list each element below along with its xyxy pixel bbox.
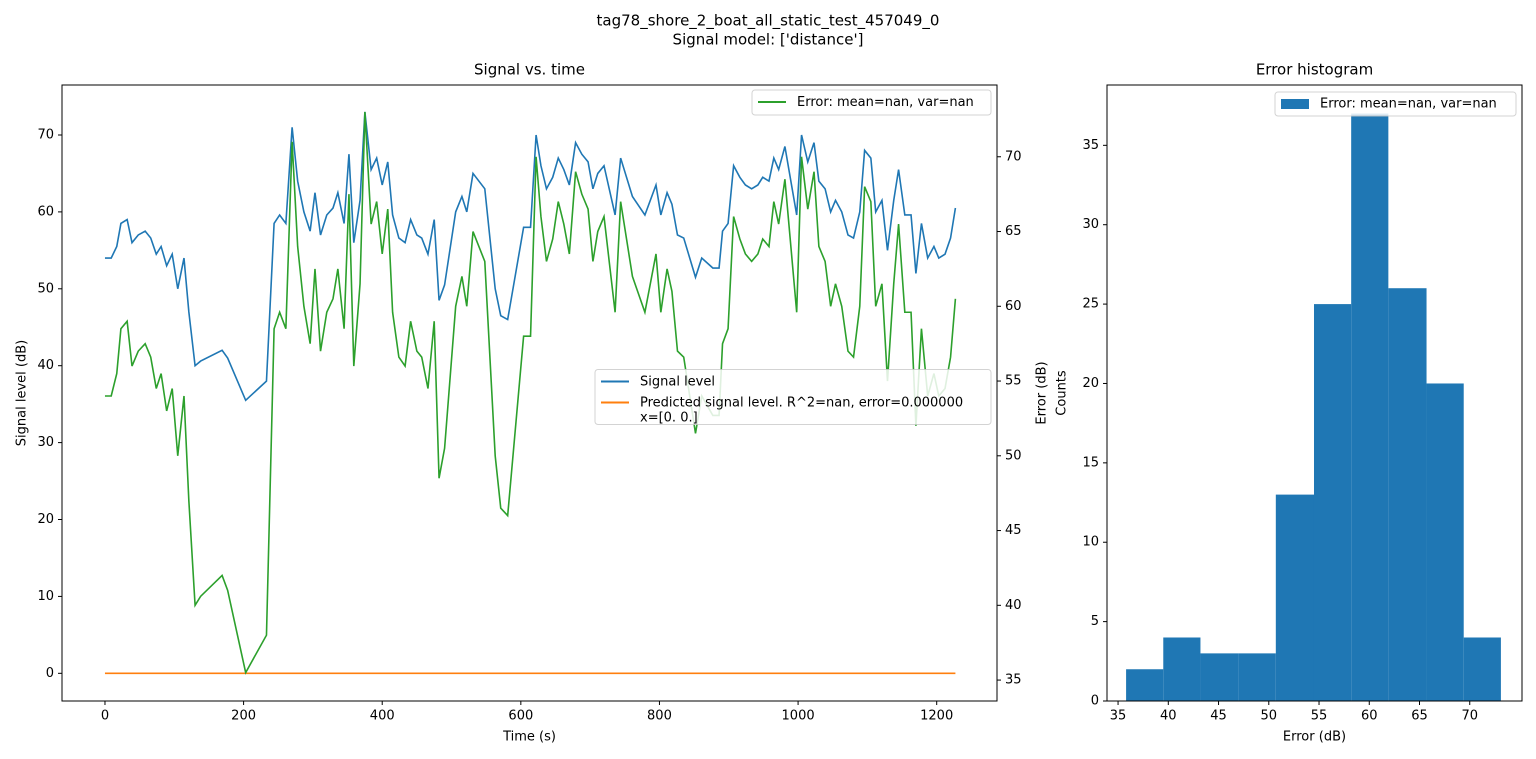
y2-tick-label: 35: [1005, 673, 1022, 688]
y2-tick-label: 55: [1005, 374, 1022, 389]
histogram-bar: [1463, 637, 1501, 701]
y-tick-label: 30: [37, 435, 54, 450]
histogram-bar: [1313, 304, 1352, 701]
chart-title: Signal vs. time: [474, 61, 585, 79]
y-tick-label: 30: [1082, 217, 1099, 232]
y2-tick-label: 50: [1005, 448, 1022, 463]
plot-frame: [1106, 84, 1523, 702]
legend-box: [751, 89, 992, 116]
x-tick-label: 35: [1110, 709, 1127, 724]
y-tick-label: 10: [1082, 535, 1099, 550]
y-tick-label: 60: [37, 204, 54, 219]
y-tick-label: 20: [37, 512, 54, 527]
histogram-bar: [1163, 637, 1201, 701]
x-tick-label: 800: [647, 709, 672, 724]
y-tick-label: 5: [1091, 614, 1099, 629]
y-tick-label: 25: [1082, 297, 1099, 312]
legend-label: Error: mean=nan, var=nan: [1320, 97, 1497, 112]
legend-label: Predicted signal level. R^2=nan, error=0…: [640, 395, 963, 425]
x-tick-label: 1200: [920, 709, 953, 724]
x-tick-label: 400: [370, 709, 395, 724]
x-tick-label: 55: [1311, 709, 1328, 724]
x-tick-label: 600: [508, 709, 533, 724]
x-tick-label: 45: [1210, 709, 1227, 724]
y2-tick-label: 60: [1005, 299, 1022, 314]
y-tick-label: 10: [37, 589, 54, 604]
histogram-bar: [1388, 288, 1427, 701]
legend-label: Signal level: [640, 374, 715, 389]
figure-title: tag78_shore_2_boat_all_static_test_45704…: [597, 12, 940, 31]
legend-box: [594, 369, 992, 425]
y-tick-label: 15: [1082, 455, 1099, 470]
legend-box: [1274, 91, 1517, 117]
y2-tick-label: 70: [1005, 149, 1022, 164]
series-line: [104, 111, 957, 402]
y-tick-label: 50: [37, 281, 54, 296]
histogram-bar: [1351, 113, 1389, 701]
x-tick-label: 60: [1361, 709, 1378, 724]
x-tick-label: 40: [1160, 709, 1177, 724]
y-tick-label: 70: [37, 127, 54, 142]
y-tick-label: 35: [1082, 138, 1099, 153]
y2-axis-label: Error (dB): [1035, 361, 1050, 424]
y-tick-label: 0: [1091, 694, 1099, 709]
y-tick-label: 20: [1082, 376, 1099, 391]
x-axis-label: Error (dB): [1283, 730, 1346, 745]
histogram-bar: [1238, 653, 1276, 701]
x-tick-label: 200: [231, 709, 256, 724]
plot-frame: [61, 84, 998, 702]
y-axis-label: Counts: [1055, 370, 1070, 416]
histogram-bar: [1275, 494, 1314, 701]
y2-tick-label: 65: [1005, 224, 1022, 239]
x-tick-label: 70: [1461, 709, 1478, 724]
x-tick-label: 50: [1261, 709, 1278, 724]
x-tick-label: 0: [101, 709, 109, 724]
legend-label: Error: mean=nan, var=nan: [797, 95, 974, 110]
y-tick-label: 40: [37, 358, 54, 373]
series-line: [104, 111, 957, 675]
y2-tick-label: 40: [1005, 598, 1022, 613]
y2-tick-label: 45: [1005, 523, 1022, 538]
x-axis-label: Time (s): [502, 730, 556, 745]
x-tick-label: 65: [1411, 709, 1428, 724]
histogram-bar: [1200, 653, 1239, 701]
histogram-bar: [1426, 383, 1464, 701]
x-tick-label: 1000: [782, 709, 815, 724]
legend-swatch: [1281, 99, 1309, 109]
chart-title: Error histogram: [1256, 61, 1373, 79]
histogram-bar: [1126, 669, 1164, 701]
y-axis-label: Signal level (dB): [15, 340, 30, 446]
y-tick-label: 0: [46, 666, 54, 681]
figure-subtitle: Signal model: ['distance']: [673, 31, 864, 49]
